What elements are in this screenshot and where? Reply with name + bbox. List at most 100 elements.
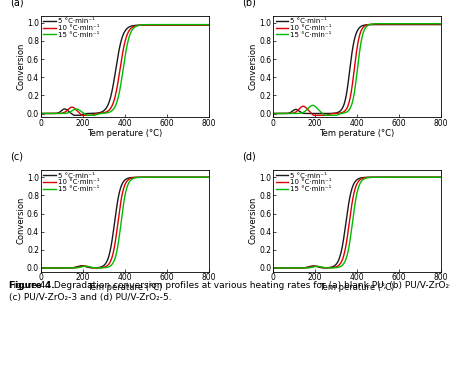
Text: (b): (b) — [243, 0, 256, 7]
X-axis label: Tem perature (°C): Tem perature (°C) — [319, 129, 395, 138]
5 °C·min⁻¹ — [105, 104, 110, 108]
10 °C·min⁻¹ — [38, 266, 43, 270]
Text: Figure 4.: Figure 4. — [9, 281, 54, 290]
Y-axis label: Conversion: Conversion — [17, 197, 26, 244]
10 °C·min⁻¹ — [209, 175, 214, 180]
Line: 15 °C·min⁻¹: 15 °C·min⁻¹ — [40, 24, 215, 115]
15 °C·min⁻¹ — [441, 175, 446, 180]
15 °C·min⁻¹ — [85, 113, 90, 118]
10 °C·min⁻¹ — [290, 111, 295, 116]
10 °C·min⁻¹ — [290, 266, 295, 270]
15 °C·min⁻¹ — [190, 175, 196, 180]
15 °C·min⁻¹ — [423, 175, 428, 180]
15 °C·min⁻¹ — [445, 21, 450, 26]
15 °C·min⁻¹ — [290, 111, 295, 116]
5 °C·min⁻¹ — [212, 175, 218, 180]
Legend: 5 °C·min⁻¹, 10 °C·min⁻¹, 15 °C·min⁻¹: 5 °C·min⁻¹, 10 °C·min⁻¹, 15 °C·min⁻¹ — [275, 17, 332, 38]
5 °C·min⁻¹ — [445, 175, 450, 180]
10 °C·min⁻¹ — [300, 104, 306, 109]
5 °C·min⁻¹ — [105, 258, 110, 262]
5 °C·min⁻¹ — [270, 266, 275, 270]
15 °C·min⁻¹ — [300, 266, 306, 270]
15 °C·min⁻¹ — [112, 256, 118, 261]
5 °C·min⁻¹ — [38, 266, 43, 270]
10 °C·min⁻¹ — [212, 175, 218, 180]
Line: 5 °C·min⁻¹: 5 °C·min⁻¹ — [273, 24, 447, 114]
5 °C·min⁻¹ — [345, 211, 350, 215]
5 °C·min⁻¹ — [423, 22, 428, 27]
10 °C·min⁻¹ — [300, 266, 306, 270]
5 °C·min⁻¹ — [337, 255, 342, 260]
10 °C·min⁻¹ — [58, 266, 63, 270]
5 °C·min⁻¹ — [300, 265, 306, 270]
10 °C·min⁻¹ — [445, 175, 450, 180]
15 °C·min⁻¹ — [441, 21, 447, 26]
15 °C·min⁻¹ — [212, 175, 218, 180]
10 °C·min⁻¹ — [212, 23, 218, 28]
10 °C·min⁻¹ — [112, 241, 118, 246]
15 °C·min⁻¹ — [445, 175, 450, 180]
15 °C·min⁻¹ — [290, 266, 295, 270]
15 °C·min⁻¹ — [58, 266, 63, 270]
15 °C·min⁻¹ — [444, 21, 450, 26]
10 °C·min⁻¹ — [444, 22, 450, 26]
Y-axis label: Conversion: Conversion — [17, 43, 26, 90]
Line: 10 °C·min⁻¹: 10 °C·min⁻¹ — [40, 177, 215, 268]
15 °C·min⁻¹ — [105, 265, 110, 270]
15 °C·min⁻¹ — [38, 111, 43, 116]
10 °C·min⁻¹ — [423, 175, 428, 180]
5 °C·min⁻¹ — [58, 109, 63, 114]
15 °C·min⁻¹ — [105, 111, 110, 115]
X-axis label: Tem perature (°C): Tem perature (°C) — [87, 283, 162, 293]
5 °C·min⁻¹ — [68, 265, 73, 270]
10 °C·min⁻¹ — [345, 235, 350, 240]
Y-axis label: Conversion: Conversion — [249, 197, 258, 244]
10 °C·min⁻¹ — [79, 113, 85, 118]
5 °C·min⁻¹ — [68, 111, 73, 116]
5 °C·min⁻¹ — [444, 22, 450, 27]
Legend: 5 °C·min⁻¹, 10 °C·min⁻¹, 15 °C·min⁻¹: 5 °C·min⁻¹, 10 °C·min⁻¹, 15 °C·min⁻¹ — [43, 17, 100, 38]
10 °C·min⁻¹ — [445, 175, 450, 180]
5 °C·min⁻¹ — [337, 109, 342, 114]
10 °C·min⁻¹ — [58, 111, 63, 116]
5 °C·min⁻¹ — [290, 109, 295, 113]
5 °C·min⁻¹ — [72, 113, 77, 118]
5 °C·min⁻¹ — [112, 217, 118, 222]
15 °C·min⁻¹ — [270, 266, 275, 270]
5 °C·min⁻¹ — [423, 175, 428, 180]
5 °C·min⁻¹ — [209, 23, 214, 28]
15 °C·min⁻¹ — [300, 110, 306, 115]
15 °C·min⁻¹ — [445, 175, 450, 180]
15 °C·min⁻¹ — [209, 175, 214, 180]
X-axis label: Tem perature (°C): Tem perature (°C) — [87, 129, 162, 138]
Legend: 5 °C·min⁻¹, 10 °C·min⁻¹, 15 °C·min⁻¹: 5 °C·min⁻¹, 10 °C·min⁻¹, 15 °C·min⁻¹ — [275, 172, 332, 193]
Legend: 5 °C·min⁻¹, 10 °C·min⁻¹, 15 °C·min⁻¹: 5 °C·min⁻¹, 10 °C·min⁻¹, 15 °C·min⁻¹ — [43, 172, 100, 193]
15 °C·min⁻¹ — [209, 22, 214, 27]
5 °C·min⁻¹ — [58, 266, 63, 270]
10 °C·min⁻¹ — [209, 23, 214, 28]
Line: 15 °C·min⁻¹: 15 °C·min⁻¹ — [40, 177, 215, 268]
10 °C·min⁻¹ — [337, 262, 342, 267]
10 °C·min⁻¹ — [68, 105, 73, 110]
Text: (d): (d) — [243, 152, 256, 162]
15 °C·min⁻¹ — [270, 111, 275, 116]
Text: (a): (a) — [10, 0, 24, 7]
Line: 5 °C·min⁻¹: 5 °C·min⁻¹ — [40, 25, 215, 115]
Line: 15 °C·min⁻¹: 15 °C·min⁻¹ — [273, 24, 447, 115]
Text: (c): (c) — [10, 152, 23, 162]
15 °C·min⁻¹ — [58, 111, 63, 116]
10 °C·min⁻¹ — [190, 175, 196, 180]
Line: 5 °C·min⁻¹: 5 °C·min⁻¹ — [40, 177, 215, 268]
5 °C·min⁻¹ — [445, 22, 450, 27]
15 °C·min⁻¹ — [112, 104, 118, 109]
15 °C·min⁻¹ — [345, 109, 350, 114]
5 °C·min⁻¹ — [441, 22, 446, 27]
5 °C·min⁻¹ — [345, 87, 350, 92]
15 °C·min⁻¹ — [345, 253, 350, 257]
10 °C·min⁻¹ — [38, 111, 43, 116]
15 °C·min⁻¹ — [68, 109, 73, 114]
5 °C·min⁻¹ — [212, 23, 218, 28]
15 °C·min⁻¹ — [190, 22, 196, 27]
5 °C·min⁻¹ — [190, 175, 196, 180]
15 °C·min⁻¹ — [423, 21, 428, 26]
